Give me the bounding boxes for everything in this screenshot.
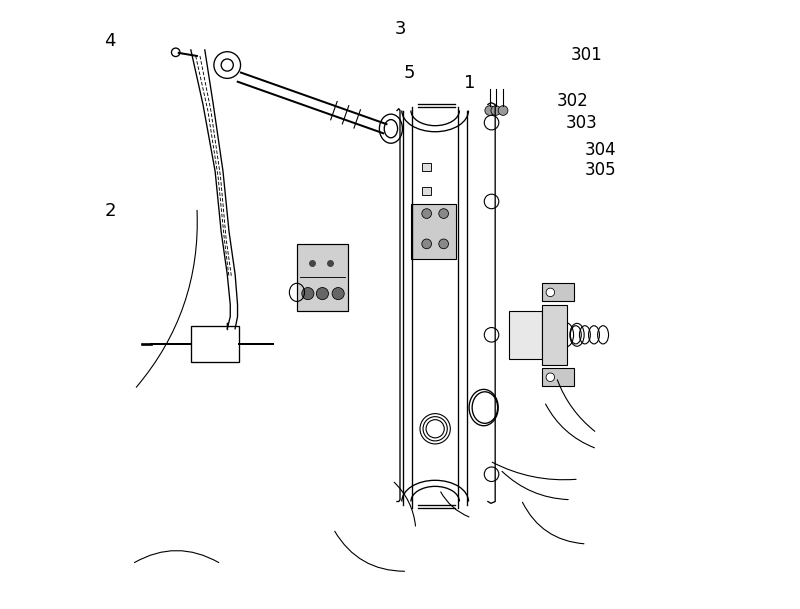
Text: 303: 303 — [566, 114, 598, 132]
Circle shape — [546, 373, 554, 381]
Text: 3: 3 — [394, 19, 406, 38]
FancyBboxPatch shape — [422, 163, 431, 171]
FancyBboxPatch shape — [542, 368, 574, 386]
FancyBboxPatch shape — [542, 304, 566, 365]
Circle shape — [438, 209, 449, 219]
Circle shape — [491, 105, 501, 115]
Circle shape — [438, 239, 449, 248]
Circle shape — [422, 239, 431, 248]
Text: 2: 2 — [105, 202, 116, 219]
Circle shape — [546, 288, 554, 297]
Circle shape — [302, 287, 314, 300]
FancyBboxPatch shape — [411, 205, 456, 259]
FancyBboxPatch shape — [542, 283, 574, 301]
Circle shape — [316, 287, 329, 300]
Text: 4: 4 — [105, 32, 116, 50]
Circle shape — [422, 209, 431, 219]
Text: 301: 301 — [571, 46, 602, 64]
FancyBboxPatch shape — [297, 244, 349, 311]
Text: 305: 305 — [584, 161, 616, 179]
FancyBboxPatch shape — [509, 311, 542, 359]
FancyBboxPatch shape — [422, 187, 431, 195]
Text: 302: 302 — [557, 93, 589, 110]
Circle shape — [498, 105, 508, 115]
Text: 5: 5 — [403, 64, 415, 82]
Circle shape — [171, 48, 180, 57]
Circle shape — [332, 287, 344, 300]
Text: 1: 1 — [464, 74, 475, 92]
Circle shape — [485, 105, 494, 115]
Text: 304: 304 — [584, 141, 616, 159]
